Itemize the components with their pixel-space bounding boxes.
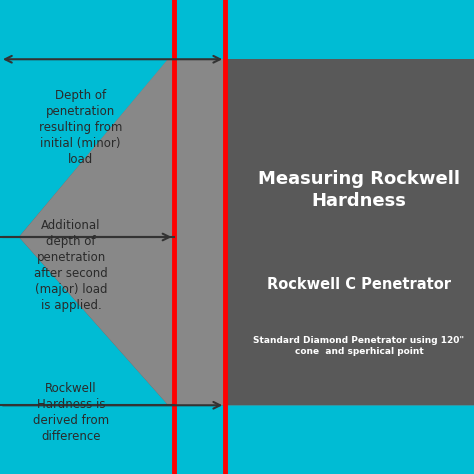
Polygon shape xyxy=(19,59,474,405)
Polygon shape xyxy=(19,237,225,405)
Text: Rockwell C Penetrator: Rockwell C Penetrator xyxy=(267,277,451,292)
Text: Depth of
penetration
resulting from
initial (minor)
load: Depth of penetration resulting from init… xyxy=(39,90,122,166)
Polygon shape xyxy=(19,59,225,237)
Text: Additional
depth of
penetration
after second
(major) load
is applied.: Additional depth of penetration after se… xyxy=(34,219,108,312)
Text: Standard Diamond Penetrator using 120"
cone  and sperhical point: Standard Diamond Penetrator using 120" c… xyxy=(254,336,465,356)
Bar xyxy=(225,59,474,405)
Text: Measuring Rockwell
Hardness: Measuring Rockwell Hardness xyxy=(258,170,460,210)
Text: Rockwell
Hardness is
derived from
difference: Rockwell Hardness is derived from differ… xyxy=(33,382,109,443)
Polygon shape xyxy=(19,59,474,405)
